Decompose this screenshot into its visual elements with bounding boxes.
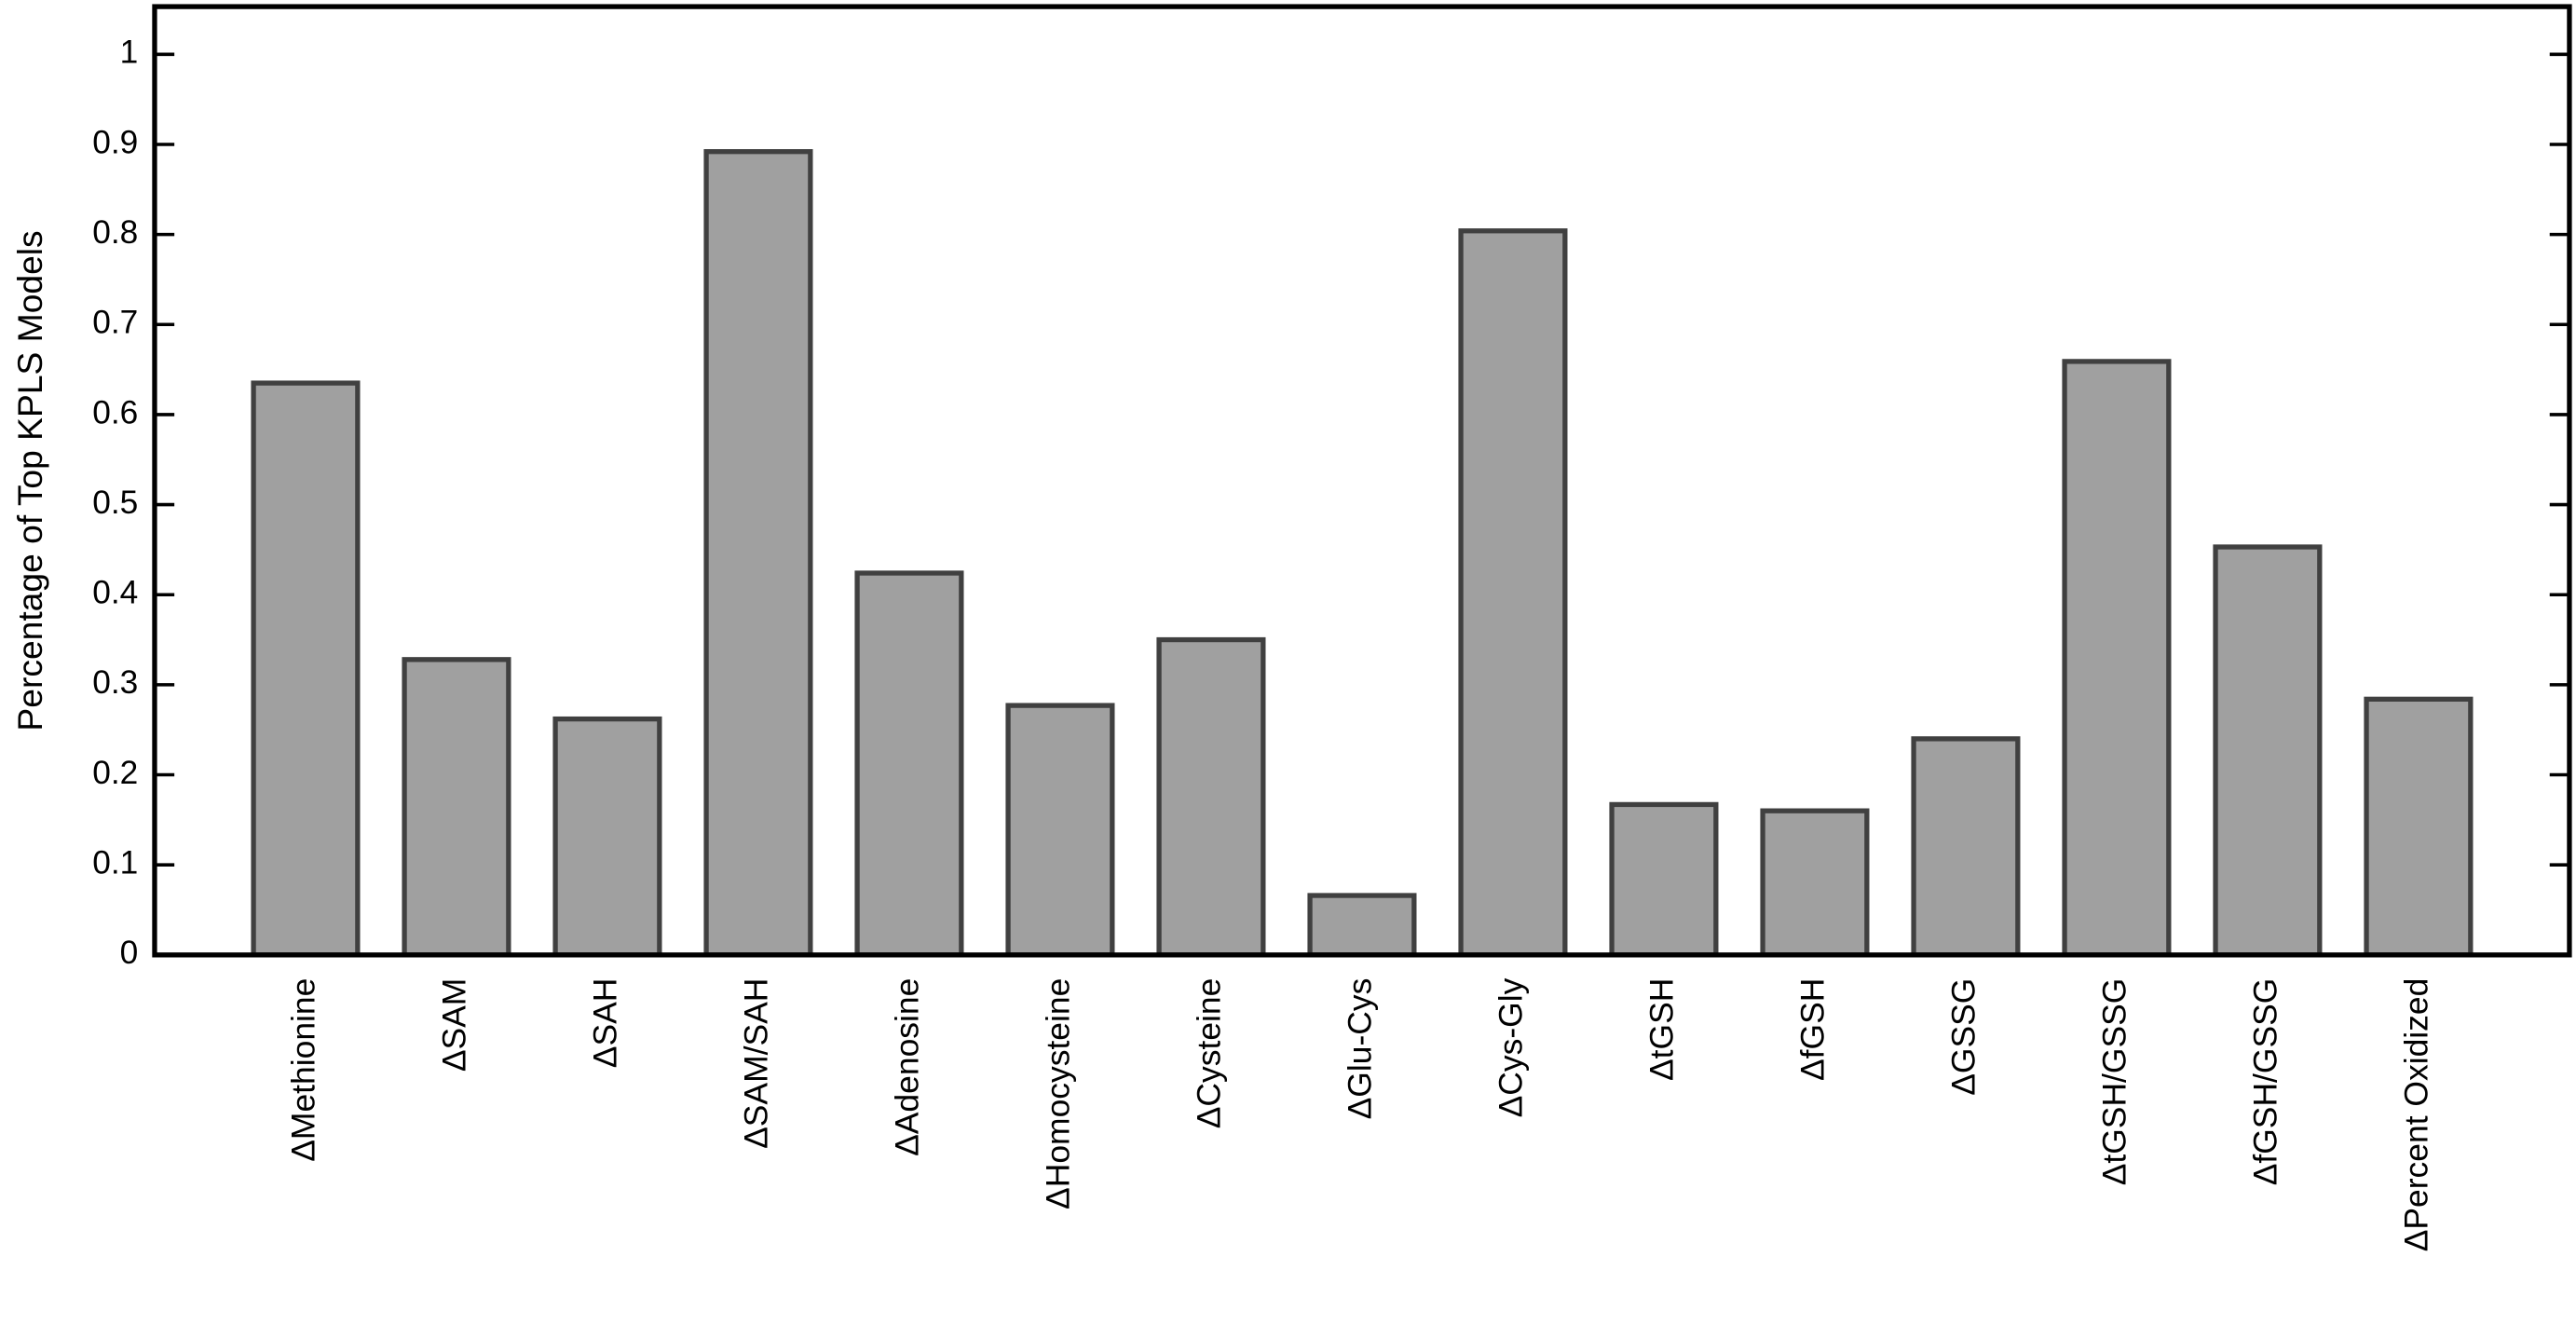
x-tick-label: ΔfGSH/GSSG	[2247, 978, 2283, 1186]
x-tick-label: ΔGlu-Cys	[1342, 978, 1378, 1120]
x-tick-label: ΔPercent Oxidized	[2398, 978, 2434, 1252]
bar	[1609, 801, 1719, 958]
x-tick-label: ΔCys-Gly	[1492, 977, 1529, 1117]
y-axis-title: Percentage of Top KPLS Models	[10, 230, 49, 731]
y-tick-label: 0.7	[92, 305, 138, 341]
x-tick-label: ΔGSSG	[1945, 978, 1982, 1096]
bar	[1911, 736, 2021, 958]
bar	[1005, 703, 1115, 958]
y-tick-label: 0.2	[92, 755, 138, 791]
y-tick-label: 0.8	[92, 214, 138, 251]
bar	[1760, 808, 1870, 958]
x-tick-label: ΔSAH	[587, 978, 623, 1069]
bar	[1307, 893, 1417, 958]
bar	[2213, 544, 2323, 958]
bar	[854, 570, 964, 958]
x-tick-label: ΔtGSH/GSSG	[2096, 978, 2133, 1186]
plot-frame	[152, 4, 2572, 958]
x-tick-label: ΔSAM/SAH	[738, 978, 774, 1149]
x-tick-label: ΔAdenosine	[889, 978, 925, 1156]
bar	[1156, 636, 1266, 958]
y-tick-label: 1	[120, 34, 139, 71]
x-tick-label: ΔCysteine	[1191, 978, 1227, 1129]
bar	[703, 149, 813, 958]
x-tick-label: ΔfGSH	[1794, 978, 1831, 1081]
bar	[251, 380, 361, 958]
y-tick-label: 0.4	[92, 575, 138, 611]
bar	[552, 716, 662, 958]
x-tick-label: ΔHomocysteine	[1040, 978, 1076, 1209]
bar	[1458, 228, 1568, 958]
x-tick-label: ΔMethionine	[285, 978, 321, 1162]
y-tick-label: 0.5	[92, 485, 138, 521]
y-tick-label: 0	[120, 935, 139, 971]
x-tick-label: ΔtGSH	[1643, 978, 1680, 1081]
y-tick-label: 0.6	[92, 394, 138, 430]
bar	[402, 657, 511, 958]
x-tick-label: ΔSAM	[436, 978, 472, 1072]
y-tick-label: 0.9	[92, 124, 138, 160]
y-tick-label: 0.1	[92, 844, 138, 881]
bar	[2062, 359, 2172, 958]
bar	[2364, 696, 2474, 958]
y-tick-label: 0.3	[92, 664, 138, 701]
